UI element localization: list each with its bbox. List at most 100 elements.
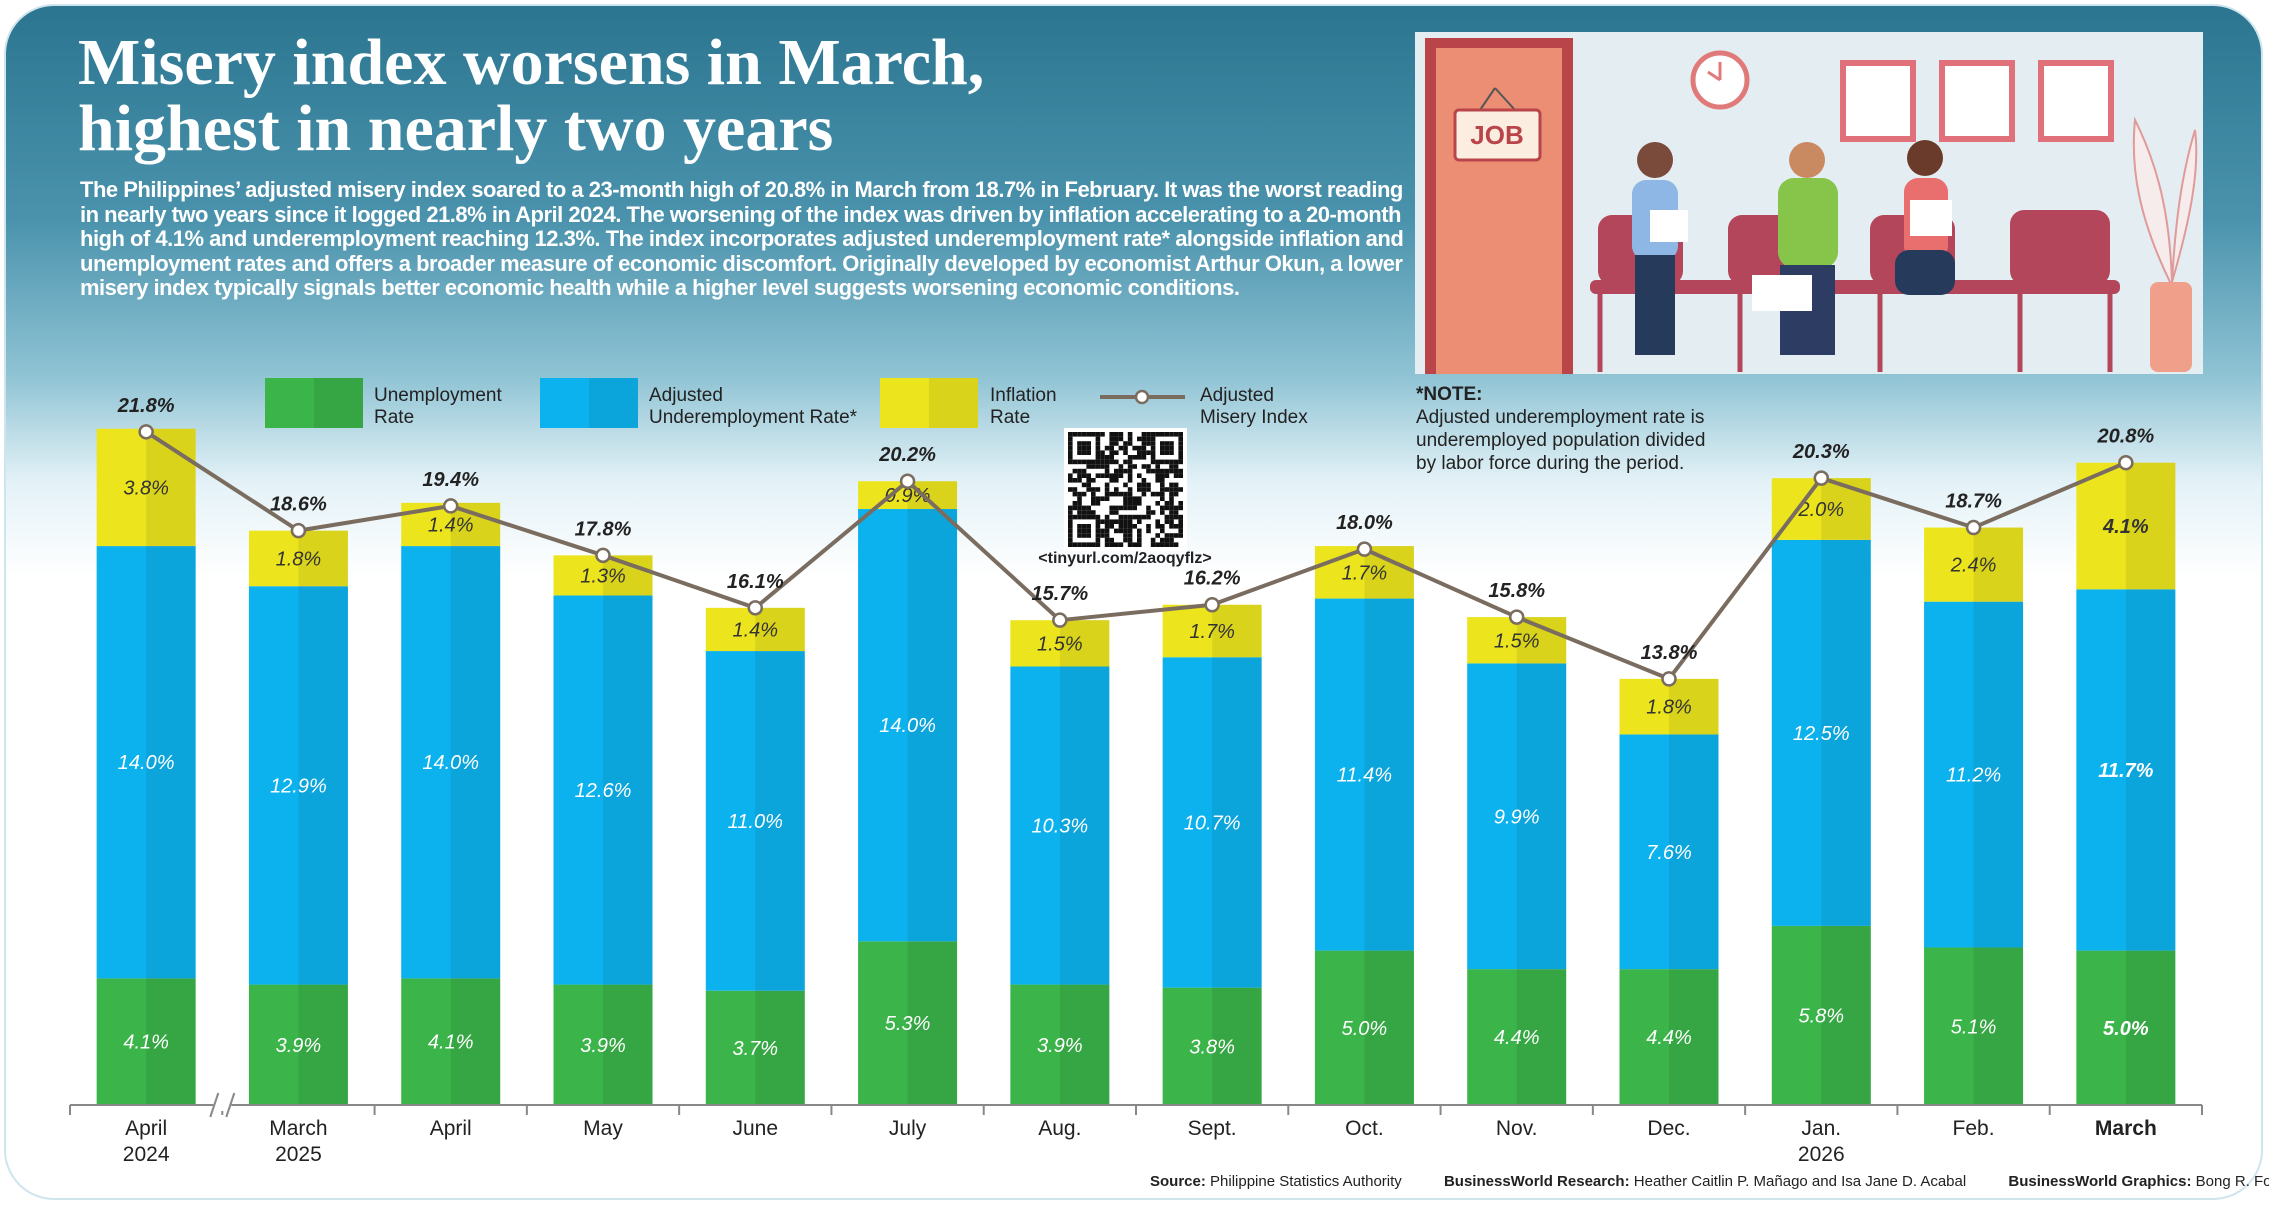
qr-module — [1114, 437, 1119, 442]
value-label: 11.7% — [2098, 760, 2153, 782]
value-label: 4.4% — [1646, 1027, 1692, 1049]
value-label: 11.2% — [1946, 765, 2001, 787]
qr-module — [1109, 538, 1114, 543]
qr-module — [1119, 506, 1124, 511]
legend-label: Adjusted Misery Index — [1200, 385, 1330, 429]
qr-module — [1174, 464, 1179, 469]
value-label: 3.9% — [1037, 1035, 1083, 1057]
qr-module — [1073, 478, 1078, 483]
qr-module — [1109, 460, 1114, 465]
value-label: 3.8% — [123, 477, 169, 499]
x-tick-label: Jan.2026 — [1798, 1117, 1845, 1166]
qr-module — [1165, 538, 1170, 543]
x-tick-label: June — [733, 1117, 779, 1140]
qr-module — [1137, 437, 1142, 442]
x-tick-label: April — [430, 1117, 472, 1140]
qr-module — [1169, 542, 1174, 547]
qr-module — [1068, 510, 1073, 515]
qr-module — [1137, 542, 1142, 547]
qr-module — [1068, 450, 1073, 455]
value-label: 14.0% — [879, 715, 936, 737]
qr-module — [1178, 437, 1183, 442]
qr-module — [1160, 432, 1165, 437]
qr-module — [1169, 469, 1174, 474]
qr-module — [1109, 542, 1114, 547]
qr-module — [1105, 446, 1110, 451]
qr-module — [1142, 455, 1147, 460]
qr-module — [1077, 492, 1082, 497]
qr-module — [1178, 501, 1183, 506]
value-label: 3.9% — [276, 1035, 322, 1057]
qr-module — [1123, 524, 1128, 529]
credit-label: Source: — [1150, 1173, 1206, 1190]
value-label: 1.4% — [732, 619, 778, 641]
credit-text: Bong R. Fortin — [2196, 1173, 2269, 1190]
qr-module — [1137, 501, 1142, 506]
value-label: 16.1% — [727, 571, 784, 593]
line-point — [1663, 672, 1676, 685]
qr-module — [1146, 441, 1151, 446]
qr-module — [1086, 529, 1091, 534]
qr-module — [1119, 464, 1124, 469]
qr-module — [1142, 478, 1147, 483]
qr-module — [1160, 473, 1165, 478]
qr-module — [1114, 510, 1119, 515]
qr-module — [1128, 473, 1133, 478]
qr-module — [1114, 473, 1119, 478]
value-label: 2.4% — [1950, 555, 1997, 577]
qr-module — [1146, 437, 1151, 442]
value-label: 14.0% — [422, 752, 479, 774]
qr-module — [1105, 464, 1110, 469]
qr-module — [1128, 506, 1133, 511]
qr-module — [1114, 460, 1119, 465]
qr-module — [1068, 519, 1073, 524]
qr-module — [1114, 487, 1119, 492]
line-point — [1967, 521, 1980, 534]
x-tick-label: Dec. — [1647, 1117, 1690, 1140]
qr-module — [1165, 487, 1170, 492]
qr-module — [1086, 483, 1091, 488]
qr-module — [1178, 446, 1183, 451]
qr-module — [1123, 496, 1128, 501]
qr-module — [1086, 441, 1091, 446]
line-point — [140, 425, 153, 438]
qr-module — [1137, 538, 1142, 543]
qr-module — [1109, 524, 1114, 529]
qr-module — [1165, 460, 1170, 465]
credit: BusinessWorld Research: Heather Caitlin … — [1444, 1173, 1966, 1190]
qr-module — [1105, 515, 1110, 520]
qr-module — [1137, 450, 1142, 455]
qr-module — [1169, 519, 1174, 524]
qr-module — [1146, 506, 1151, 511]
qr-module — [1142, 450, 1147, 455]
qr-module — [1174, 432, 1179, 437]
value-label: 7.6% — [1646, 842, 1692, 864]
qr-module — [1082, 529, 1087, 534]
qr-module — [1077, 446, 1082, 451]
qr-module — [1142, 446, 1147, 451]
credit: Source: Philippine Statistics Authority — [1150, 1173, 1402, 1190]
value-label: 5.0% — [2103, 1018, 2149, 1040]
qr-module — [1128, 538, 1133, 543]
qr-module — [1109, 492, 1114, 497]
qr-module — [1169, 432, 1174, 437]
qr-module — [1109, 450, 1114, 455]
value-label: 14.0% — [118, 752, 175, 774]
qr-module — [1155, 464, 1160, 469]
qr-module — [1178, 473, 1183, 478]
qr-module — [1169, 501, 1174, 506]
qr-module — [1119, 437, 1124, 442]
qr-module — [1082, 460, 1087, 465]
qr-module — [1077, 441, 1082, 446]
qr-module — [1146, 464, 1151, 469]
qr-module — [1160, 510, 1165, 515]
qr-module — [1137, 483, 1142, 488]
qr-module — [1091, 515, 1096, 520]
value-label: 20.8% — [2096, 426, 2154, 448]
qr-module — [1137, 455, 1142, 460]
qr-module — [1105, 473, 1110, 478]
value-label: 3.8% — [1189, 1036, 1235, 1058]
value-label: 1.5% — [1037, 633, 1083, 655]
qr-module — [1178, 441, 1183, 446]
qr-module — [1174, 506, 1179, 511]
